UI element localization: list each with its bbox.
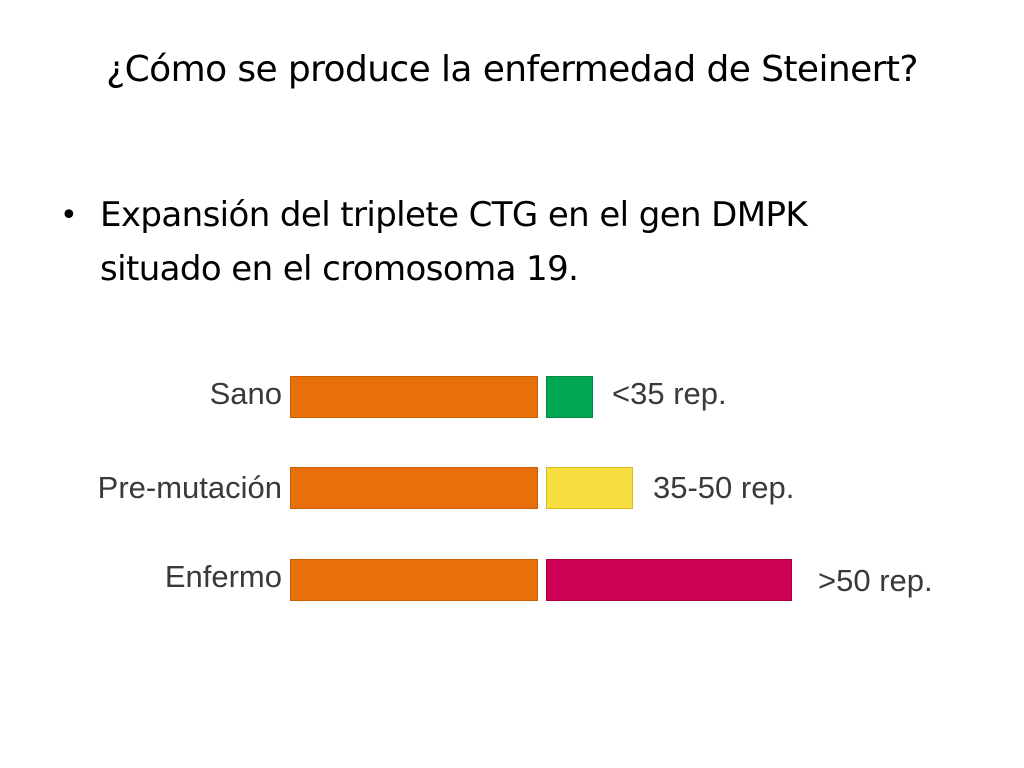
expansion-bar-premutacion bbox=[546, 467, 633, 509]
row-label-enfermo: Enfermo bbox=[164, 559, 282, 594]
expansion-bar-enfermo bbox=[546, 559, 792, 601]
gene-bar-premutacion bbox=[290, 467, 538, 509]
bullet-line-2: situado en el cromosoma 19. bbox=[100, 249, 579, 289]
expansion-bar-sano bbox=[546, 376, 593, 418]
row-label-sano: Sano bbox=[209, 376, 282, 411]
bullet-item: • Expansión del triplete CTG en el gen D… bbox=[60, 188, 960, 296]
bullet-marker: • bbox=[60, 198, 78, 233]
row-label-premutacion: Pre-mutación bbox=[97, 470, 282, 505]
rep-label-enfermo: >50 rep. bbox=[818, 563, 933, 598]
rep-label-sano: <35 rep. bbox=[612, 376, 727, 411]
slide-title: ¿Cómo se produce la enfermedad de Steine… bbox=[106, 49, 918, 90]
rep-label-premutacion: 35-50 rep. bbox=[653, 470, 795, 505]
gene-bar-enfermo bbox=[290, 559, 538, 601]
gene-bar-sano bbox=[290, 376, 538, 418]
bullet-line-1: Expansión del triplete CTG en el gen DMP… bbox=[100, 195, 808, 235]
bullet-text: Expansión del triplete CTG en el gen DMP… bbox=[100, 188, 808, 296]
